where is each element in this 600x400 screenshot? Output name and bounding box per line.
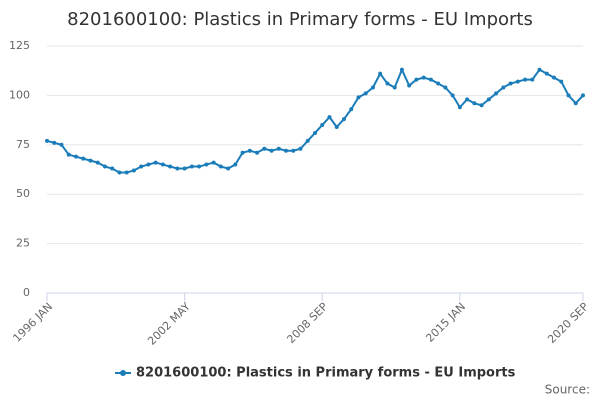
point xyxy=(486,97,491,102)
point xyxy=(45,138,49,143)
point xyxy=(436,81,441,86)
line xyxy=(46,67,584,174)
point xyxy=(508,81,513,86)
point xyxy=(146,162,151,167)
point xyxy=(356,95,361,100)
y-tick-label: 100 xyxy=(9,88,30,101)
point xyxy=(153,160,158,165)
point xyxy=(320,123,325,128)
point xyxy=(269,148,274,153)
point xyxy=(378,71,383,76)
y-tick-label: 75 xyxy=(16,138,30,151)
point xyxy=(102,164,107,169)
point xyxy=(240,150,245,155)
point xyxy=(566,93,571,98)
point xyxy=(370,85,375,90)
point xyxy=(479,103,484,108)
point xyxy=(334,125,339,130)
point xyxy=(226,166,231,171)
point xyxy=(421,75,426,80)
point xyxy=(313,130,317,135)
point xyxy=(52,140,57,145)
point xyxy=(211,160,216,165)
point xyxy=(291,148,296,153)
point xyxy=(131,168,136,173)
point xyxy=(110,166,115,171)
point xyxy=(457,105,462,110)
point xyxy=(218,164,223,169)
legend-label: 8201600100: Plastics in Primary forms - … xyxy=(136,366,516,381)
point xyxy=(168,164,173,169)
y-tick-label: 0 xyxy=(23,286,30,299)
point xyxy=(175,166,180,171)
point xyxy=(385,81,390,86)
point xyxy=(95,160,100,165)
point xyxy=(581,93,585,98)
chart-title: 8201600100: Plastics in Primary forms - … xyxy=(67,9,533,30)
point xyxy=(197,164,202,169)
point xyxy=(262,146,267,151)
point xyxy=(59,142,64,147)
x-tick-label: 2008 SEP xyxy=(284,300,330,346)
point xyxy=(494,91,499,96)
point xyxy=(515,79,520,84)
point xyxy=(465,97,470,102)
point xyxy=(81,156,86,161)
legend-marker xyxy=(120,370,126,376)
x-tick-label: 2020 SEP xyxy=(545,300,591,346)
point xyxy=(204,162,209,167)
point xyxy=(428,77,433,82)
point xyxy=(443,85,448,90)
point xyxy=(341,117,346,122)
point xyxy=(559,79,564,84)
point xyxy=(276,146,281,151)
point xyxy=(407,83,412,88)
x-tick-label: 2002 MAY xyxy=(145,300,193,348)
point xyxy=(305,138,310,143)
point xyxy=(544,71,549,76)
x-tick-label: 1996 JAN xyxy=(10,300,55,345)
point xyxy=(327,115,332,120)
point xyxy=(298,146,303,151)
point xyxy=(363,91,368,96)
point xyxy=(73,154,78,159)
point xyxy=(392,85,397,90)
x-tick-label: 2015 JAN xyxy=(423,300,468,345)
point xyxy=(552,75,557,80)
point xyxy=(66,152,71,157)
y-tick-label: 25 xyxy=(16,237,30,250)
point xyxy=(117,170,122,175)
point xyxy=(450,93,455,98)
point xyxy=(399,67,404,72)
point xyxy=(414,77,419,82)
point xyxy=(189,164,194,169)
point xyxy=(233,162,238,167)
point xyxy=(530,77,535,82)
point xyxy=(501,85,506,90)
point xyxy=(139,164,144,169)
point xyxy=(573,101,578,106)
point xyxy=(182,166,187,171)
point xyxy=(349,107,354,112)
source: Source: xyxy=(545,383,590,397)
point xyxy=(247,148,252,153)
point xyxy=(124,170,129,175)
point xyxy=(472,101,477,106)
point xyxy=(537,67,542,72)
y-tick-label: 125 xyxy=(9,39,30,52)
point xyxy=(523,77,528,82)
y-tick-label: 50 xyxy=(16,187,30,200)
point xyxy=(88,158,93,163)
point xyxy=(160,162,165,167)
point xyxy=(284,148,289,153)
point xyxy=(255,150,260,155)
